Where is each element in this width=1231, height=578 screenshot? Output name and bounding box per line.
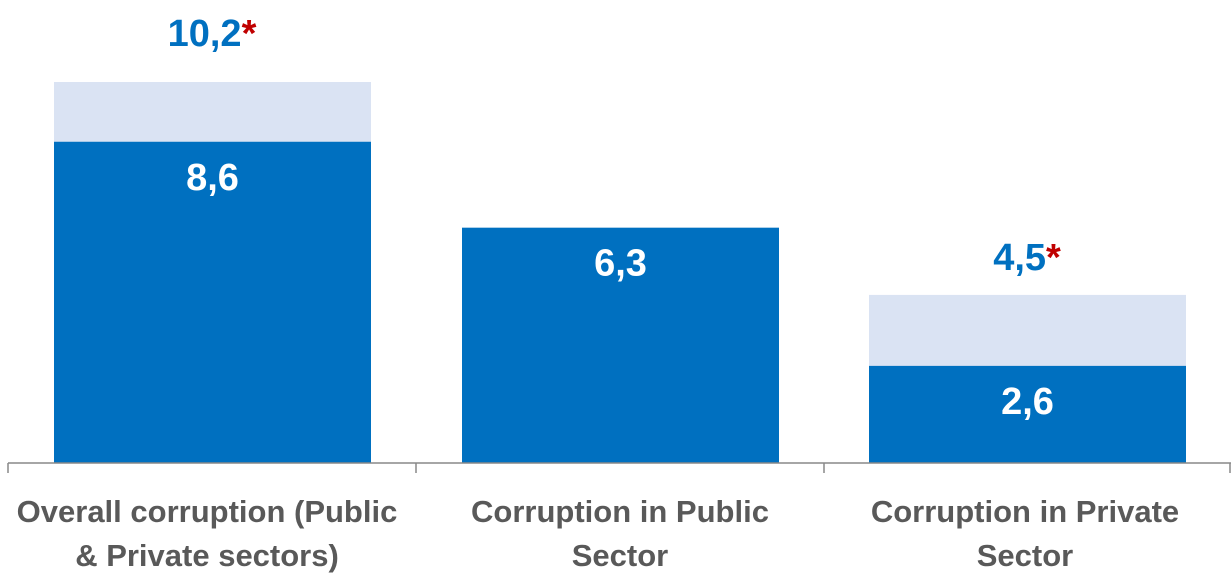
total-value: 4,5 [993, 237, 1047, 279]
value-bar [54, 141, 371, 463]
category-label-overall: Overall corruption (Public & Private sec… [16, 494, 398, 573]
bar-value-label: 6,3 [594, 243, 647, 285]
x-axis [7, 462, 1231, 473]
total-value: 10,2 [167, 13, 242, 55]
main-bars-layer [54, 141, 1186, 463]
asterisk-marker: * [241, 13, 257, 55]
total-label-overall: 10,2* [52, 12, 372, 56]
value-bar [462, 227, 779, 463]
value-bar [869, 365, 1186, 463]
total-label-private: 4,5* [867, 236, 1187, 280]
bar-value-labels: 8,6 6,3 2,6 [186, 157, 1054, 423]
category-label-public: Corruption in Public Sector [471, 494, 769, 573]
bar-value-label: 8,6 [186, 157, 239, 199]
bar-value-label: 2,6 [1001, 381, 1054, 423]
asterisk-marker: * [1046, 237, 1061, 279]
category-label-private: Corruption in Private Sector [870, 494, 1180, 573]
